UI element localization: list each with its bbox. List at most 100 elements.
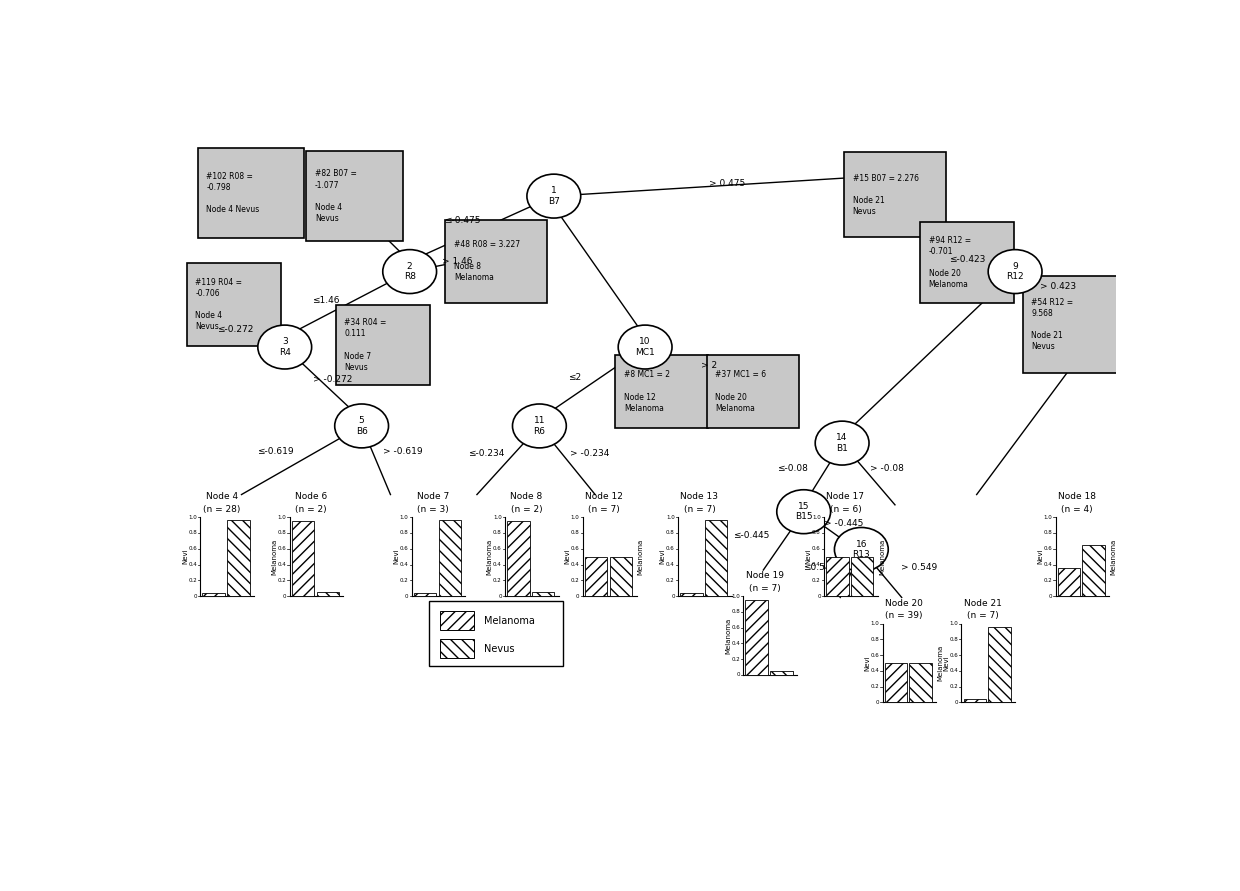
Text: ≤-0.475: ≤-0.475 — [444, 216, 481, 225]
Bar — [429, 601, 563, 666]
Text: #102 R08 =
-0.798

Node 4 Nevus: #102 R08 = -0.798 Node 4 Nevus — [206, 172, 259, 214]
Text: 0.4: 0.4 — [278, 562, 286, 567]
Text: ≤-0.272: ≤-0.272 — [217, 325, 253, 334]
Text: 0.2: 0.2 — [812, 577, 821, 583]
Text: 1.0: 1.0 — [732, 593, 740, 599]
Text: 0.6: 0.6 — [399, 546, 408, 552]
Bar — [988, 626, 1011, 702]
Text: 0.8: 0.8 — [812, 530, 821, 535]
Text: 15
B15: 15 B15 — [795, 502, 812, 521]
Text: 0.4: 0.4 — [950, 668, 959, 674]
Text: ≤-0.445: ≤-0.445 — [733, 531, 769, 540]
Text: Node 8: Node 8 — [511, 493, 543, 502]
Text: Nevi: Nevi — [806, 549, 812, 565]
Text: 0.6: 0.6 — [494, 546, 502, 552]
Text: (n = 2): (n = 2) — [295, 505, 327, 514]
Text: (n = 7): (n = 7) — [683, 505, 715, 514]
Text: (n = 39): (n = 39) — [885, 611, 923, 620]
Bar — [884, 663, 908, 702]
Text: 0.6: 0.6 — [278, 546, 286, 552]
Text: 0.8: 0.8 — [399, 530, 408, 535]
Text: 0: 0 — [875, 700, 879, 705]
Text: 1
B7: 1 B7 — [548, 186, 559, 206]
Text: 0.2: 0.2 — [1044, 577, 1053, 583]
Text: 0.4: 0.4 — [732, 641, 740, 646]
Text: 1.0: 1.0 — [950, 621, 959, 626]
Text: Node 13: Node 13 — [681, 493, 718, 502]
Bar — [851, 557, 873, 596]
Text: 0.4: 0.4 — [870, 668, 879, 674]
Text: ≤2: ≤2 — [568, 373, 582, 382]
Text: #37 MC1 = 6

Node 20
Melanoma: #37 MC1 = 6 Node 20 Melanoma — [715, 371, 766, 413]
Ellipse shape — [512, 404, 567, 448]
Text: 0.2: 0.2 — [950, 684, 959, 689]
Bar — [532, 593, 554, 596]
Text: > -0.619: > -0.619 — [383, 446, 423, 456]
Text: 0.4: 0.4 — [666, 562, 675, 567]
Text: 0: 0 — [955, 700, 959, 705]
Ellipse shape — [835, 527, 888, 571]
Text: 1.0: 1.0 — [1044, 515, 1053, 519]
Ellipse shape — [988, 249, 1042, 293]
Text: ≤1.46: ≤1.46 — [312, 296, 340, 305]
Text: #119 R04 =
-0.706

Node 4
Nevus: #119 R04 = -0.706 Node 4 Nevus — [196, 278, 242, 331]
Ellipse shape — [335, 404, 388, 448]
Text: Node 4: Node 4 — [206, 493, 238, 502]
Text: (n = 3): (n = 3) — [418, 505, 449, 514]
Text: 0.2: 0.2 — [732, 657, 740, 662]
Text: > -0.272: > -0.272 — [312, 375, 352, 384]
Bar — [440, 611, 474, 630]
Text: #94 R12 =
-0.701

Node 20
Melanoma: #94 R12 = -0.701 Node 20 Melanoma — [929, 236, 971, 290]
Text: (n = 7): (n = 7) — [588, 505, 620, 514]
Text: 0.6: 0.6 — [666, 546, 675, 552]
Text: Melanoma: Melanoma — [637, 538, 644, 575]
Text: 0: 0 — [577, 593, 579, 599]
Text: #15 B07 = 2.276

Node 21
Nevus: #15 B07 = 2.276 Node 21 Nevus — [853, 174, 919, 216]
FancyBboxPatch shape — [306, 151, 403, 241]
Text: 3
R4: 3 R4 — [279, 338, 290, 356]
Text: (n = 2): (n = 2) — [511, 505, 542, 514]
Text: 0.6: 0.6 — [812, 546, 821, 552]
Bar — [1083, 544, 1105, 596]
Text: ≤-0.234: ≤-0.234 — [469, 449, 505, 458]
Text: Nevi: Nevi — [393, 549, 399, 565]
Text: 0.6: 0.6 — [1044, 546, 1053, 552]
Text: Nevi: Nevi — [944, 655, 950, 671]
Text: #48 R08 = 3.227

Node 8
Melanoma: #48 R08 = 3.227 Node 8 Melanoma — [454, 241, 520, 282]
Text: 1.0: 1.0 — [494, 515, 502, 519]
Text: 0.8: 0.8 — [870, 637, 879, 642]
Bar — [202, 593, 224, 596]
Text: #34 R04 =
0.111

Node 7
Nevus: #34 R04 = 0.111 Node 7 Nevus — [345, 318, 387, 372]
Bar — [745, 600, 768, 675]
Text: #82 B07 =
-1.077

Node 4
Nevus: #82 B07 = -1.077 Node 4 Nevus — [315, 169, 357, 223]
Bar — [826, 557, 848, 596]
Text: 0: 0 — [498, 593, 502, 599]
Text: 1.0: 1.0 — [570, 515, 579, 519]
Text: (n = 7): (n = 7) — [749, 584, 781, 593]
Text: 0: 0 — [1049, 593, 1053, 599]
Text: #54 R12 =
9.568

Node 21
Nevus: #54 R12 = 9.568 Node 21 Nevus — [1032, 298, 1074, 351]
Text: > -0.445: > -0.445 — [825, 519, 864, 527]
Text: 0.8: 0.8 — [570, 530, 579, 535]
Bar — [909, 663, 932, 702]
Text: 0.8: 0.8 — [666, 530, 675, 535]
Bar — [291, 521, 315, 596]
Text: Node 18: Node 18 — [1058, 493, 1096, 502]
Text: Nevus: Nevus — [484, 643, 515, 654]
Text: Node 21: Node 21 — [963, 599, 1002, 608]
Text: 0.8: 0.8 — [732, 609, 740, 615]
Text: 0.6: 0.6 — [570, 546, 579, 552]
Text: > -0.234: > -0.234 — [569, 449, 609, 458]
Text: (n = 6): (n = 6) — [830, 505, 862, 514]
Text: (n = 7): (n = 7) — [967, 611, 998, 620]
Text: > 0.475: > 0.475 — [709, 179, 745, 188]
Text: 0.2: 0.2 — [494, 577, 502, 583]
Bar — [963, 699, 986, 702]
Text: Melanoma: Melanoma — [272, 538, 278, 575]
Text: Nevi: Nevi — [1038, 549, 1044, 565]
Text: Node 20: Node 20 — [885, 599, 923, 608]
Text: 1.0: 1.0 — [666, 515, 675, 519]
Text: 5
B6: 5 B6 — [356, 416, 367, 436]
Text: 0.8: 0.8 — [1044, 530, 1053, 535]
Text: Melanoma: Melanoma — [725, 617, 732, 654]
